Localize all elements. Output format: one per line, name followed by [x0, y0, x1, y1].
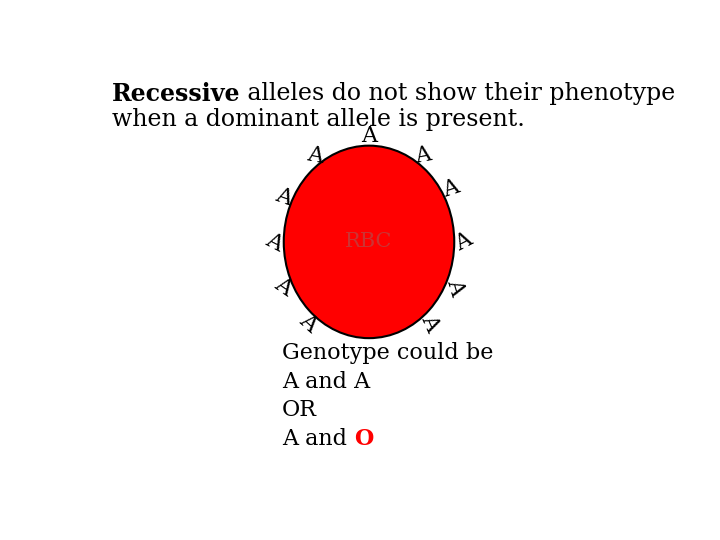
Text: alleles do not show their phenotype: alleles do not show their phenotype	[240, 82, 675, 105]
Text: A: A	[305, 143, 325, 168]
Text: A: A	[413, 143, 433, 168]
Text: A: A	[271, 273, 296, 300]
Text: A and: A and	[282, 428, 354, 450]
Text: A: A	[416, 311, 443, 334]
Ellipse shape	[284, 146, 454, 338]
Text: A: A	[451, 228, 476, 255]
Text: O: O	[354, 428, 374, 450]
Text: A: A	[442, 276, 467, 298]
Text: A and A: A and A	[282, 370, 370, 393]
Text: A: A	[295, 309, 322, 336]
Text: A: A	[361, 125, 377, 147]
Text: RBC: RBC	[346, 232, 392, 252]
Text: when a dominant allele is present.: when a dominant allele is present.	[112, 108, 525, 131]
Text: OR: OR	[282, 399, 318, 421]
Text: A: A	[272, 184, 294, 211]
Text: A: A	[440, 176, 462, 202]
Text: Genotype could be: Genotype could be	[282, 342, 494, 364]
Text: Recessive: Recessive	[112, 82, 240, 106]
Text: A: A	[262, 228, 287, 255]
